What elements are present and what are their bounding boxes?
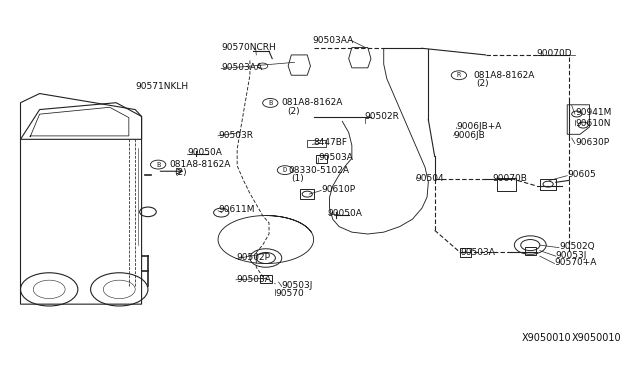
Text: D: D <box>283 167 287 173</box>
Text: 90050A: 90050A <box>328 209 362 218</box>
Text: 90570+A: 90570+A <box>554 258 597 267</box>
Text: 9006JB: 9006JB <box>454 131 486 140</box>
Text: 90503R: 90503R <box>218 131 253 140</box>
Text: 90503AA: 90503AA <box>221 63 262 72</box>
Text: 90630P: 90630P <box>575 138 609 147</box>
Text: 90502P: 90502P <box>236 253 270 263</box>
Text: (2): (2) <box>175 168 188 177</box>
Text: 90503A: 90503A <box>460 248 495 257</box>
Text: 8447BF: 8447BF <box>314 138 348 147</box>
Text: 9006JB+A: 9006JB+A <box>456 122 502 131</box>
Text: 08330-5102A: 08330-5102A <box>288 166 349 174</box>
Text: (2): (2) <box>287 106 300 116</box>
Text: (2): (2) <box>476 79 489 88</box>
Text: 90053J: 90053J <box>556 251 587 260</box>
Text: 90503A: 90503A <box>319 153 354 162</box>
Text: 90503A: 90503A <box>236 275 271 283</box>
Text: 90570NCRH: 90570NCRH <box>221 43 276 52</box>
Text: X9050010: X9050010 <box>522 333 572 343</box>
Text: 90941M: 90941M <box>575 108 611 118</box>
Text: B: B <box>268 100 273 106</box>
Text: 90504: 90504 <box>415 174 444 183</box>
Text: 90605: 90605 <box>567 170 596 179</box>
Text: 90610N: 90610N <box>575 119 611 128</box>
Text: 90503AA: 90503AA <box>312 36 354 45</box>
Text: 90502R: 90502R <box>365 112 399 121</box>
Text: 90610P: 90610P <box>321 185 355 194</box>
Text: X9050010: X9050010 <box>572 333 621 343</box>
Text: 081A8-8162A: 081A8-8162A <box>170 160 231 169</box>
Text: 90502Q: 90502Q <box>559 243 595 251</box>
Text: B: B <box>156 161 160 167</box>
Text: R: R <box>457 72 461 78</box>
Text: 90571NKLH: 90571NKLH <box>135 82 188 91</box>
Text: 90070B: 90070B <box>492 174 527 183</box>
Text: 081A8-8162A: 081A8-8162A <box>282 99 343 108</box>
Text: 90611M: 90611M <box>218 205 255 215</box>
Text: 081A8-8162A: 081A8-8162A <box>473 71 534 80</box>
Text: 90570: 90570 <box>275 289 304 298</box>
Text: 90070D: 90070D <box>537 49 572 58</box>
Text: 90503J: 90503J <box>282 281 313 290</box>
Text: 90050A: 90050A <box>188 148 222 157</box>
Text: (1): (1) <box>291 174 304 183</box>
